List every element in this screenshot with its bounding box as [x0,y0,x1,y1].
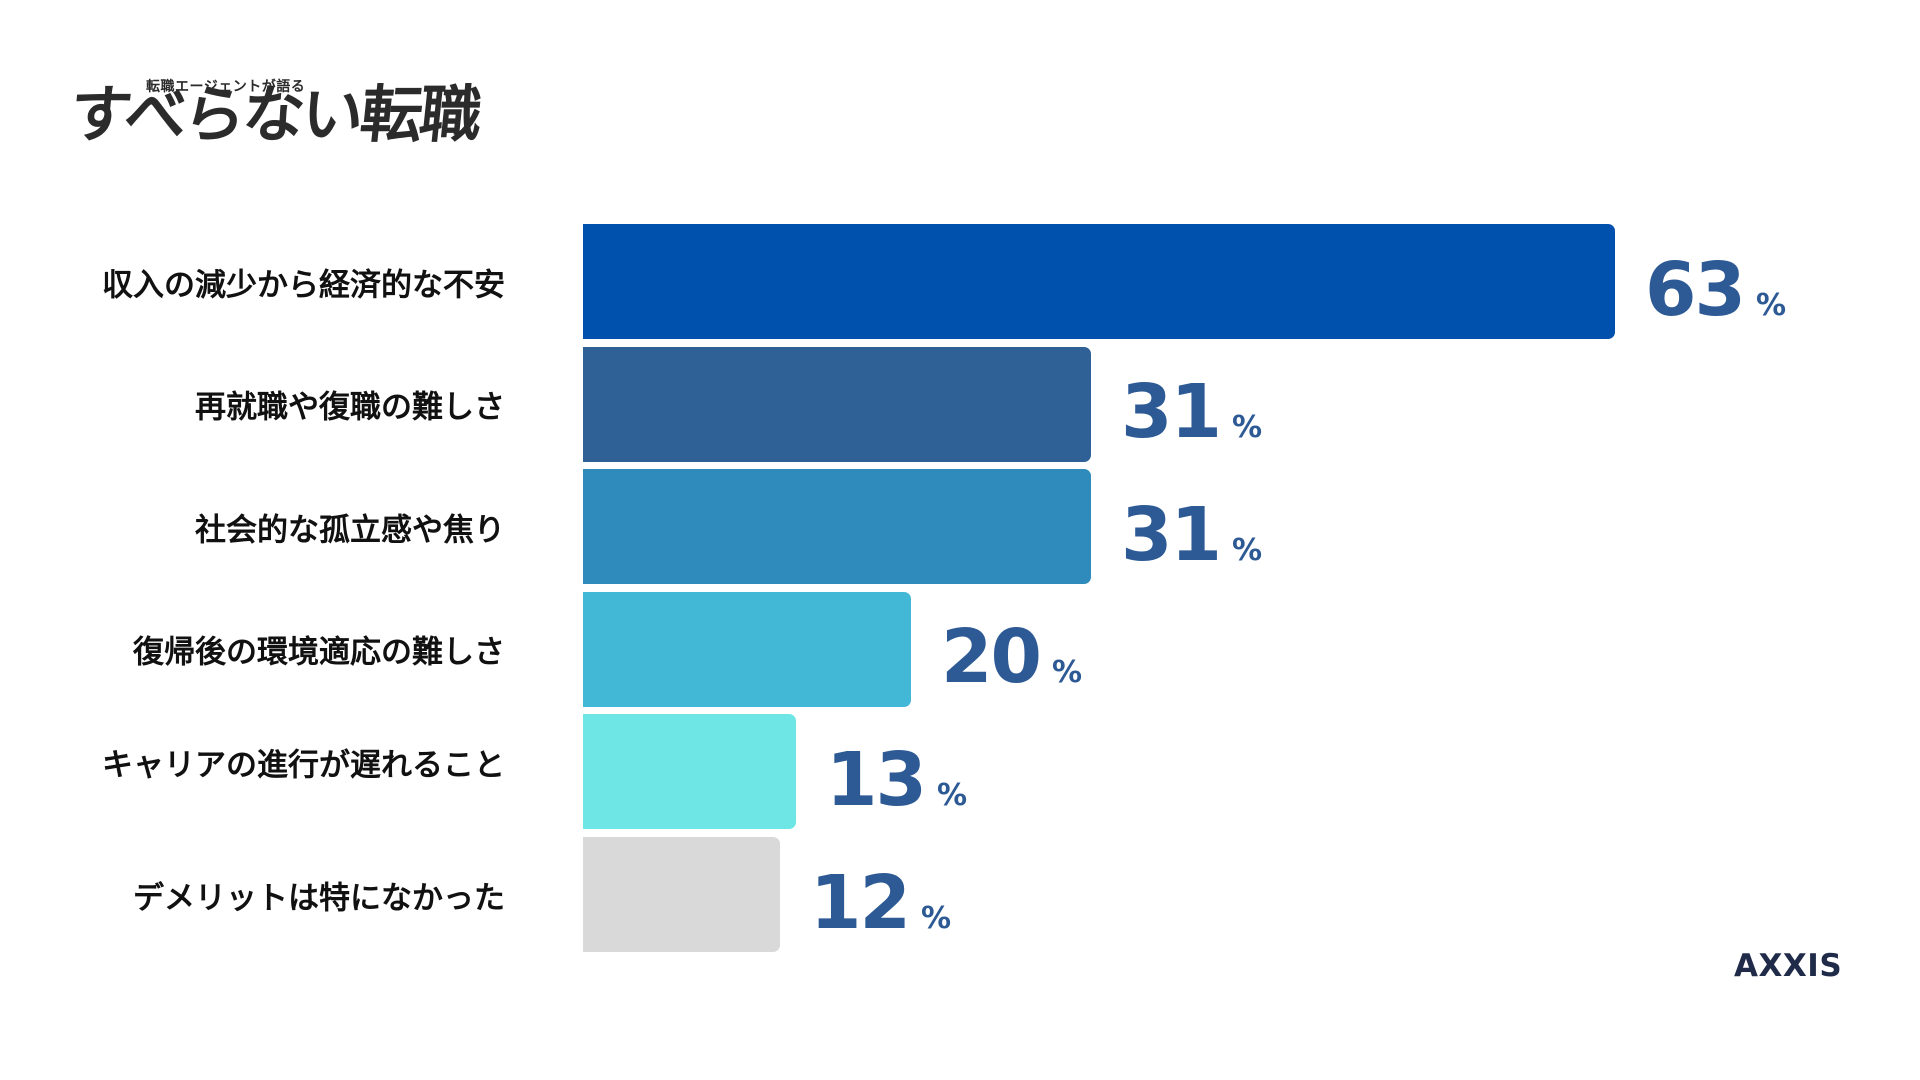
value-number: 63 [1645,246,1746,333]
bar [583,224,1615,339]
value-unit: % [936,777,968,813]
value-number: 13 [826,736,927,823]
value-unit: % [920,900,952,936]
value-unit: % [1231,532,1263,568]
value-label: 12% [810,860,951,946]
bar [583,591,911,707]
brand-wordmark: AXXIS [1734,948,1843,984]
value-unit: % [1051,655,1083,691]
category-label: 収入の減少から経済的な不安 [102,267,505,303]
value-number: 20 [941,614,1042,701]
value-number: 31 [1121,491,1222,578]
bar [583,714,796,830]
value-number: 12 [810,859,911,946]
value-label: 31% [1121,492,1262,578]
value-unit: % [1231,410,1263,446]
value-label: 31% [1121,369,1262,455]
category-label: デメリットは特になかった [133,880,505,916]
bar [583,837,780,952]
value-unit: % [1755,287,1787,323]
value-label: 13% [826,737,967,823]
value-label: 20% [941,614,1082,700]
bar [583,469,1091,585]
category-label: 復帰後の環境適応の難しさ [133,634,505,671]
brand-logo: 転職エージェントが語る すべらない転職 [66,58,482,158]
category-label: 社会的な孤立感や焦り [195,512,505,549]
logo-subtitle: 転職エージェントが語る [146,79,306,95]
category-label: キャリアの進行が遅れること [102,747,505,784]
value-label: 63% [1645,247,1786,333]
bar [583,346,1091,462]
category-label: 再就職や復職の難しさ [195,389,505,426]
value-number: 31 [1121,369,1222,456]
